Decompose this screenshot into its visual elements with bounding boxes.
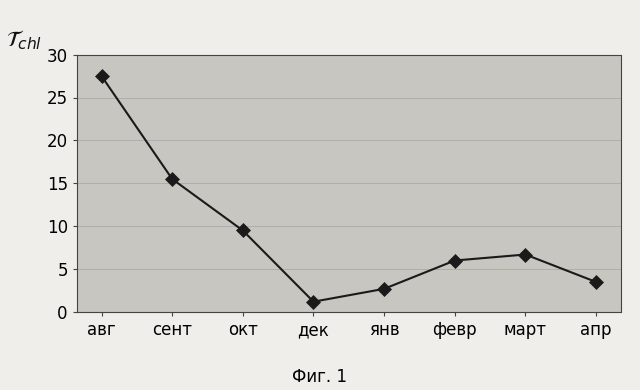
Text: $\mathcal{T}_{chl}$: $\mathcal{T}_{chl}$: [6, 29, 42, 53]
Text: Фиг. 1: Фиг. 1: [292, 368, 348, 386]
